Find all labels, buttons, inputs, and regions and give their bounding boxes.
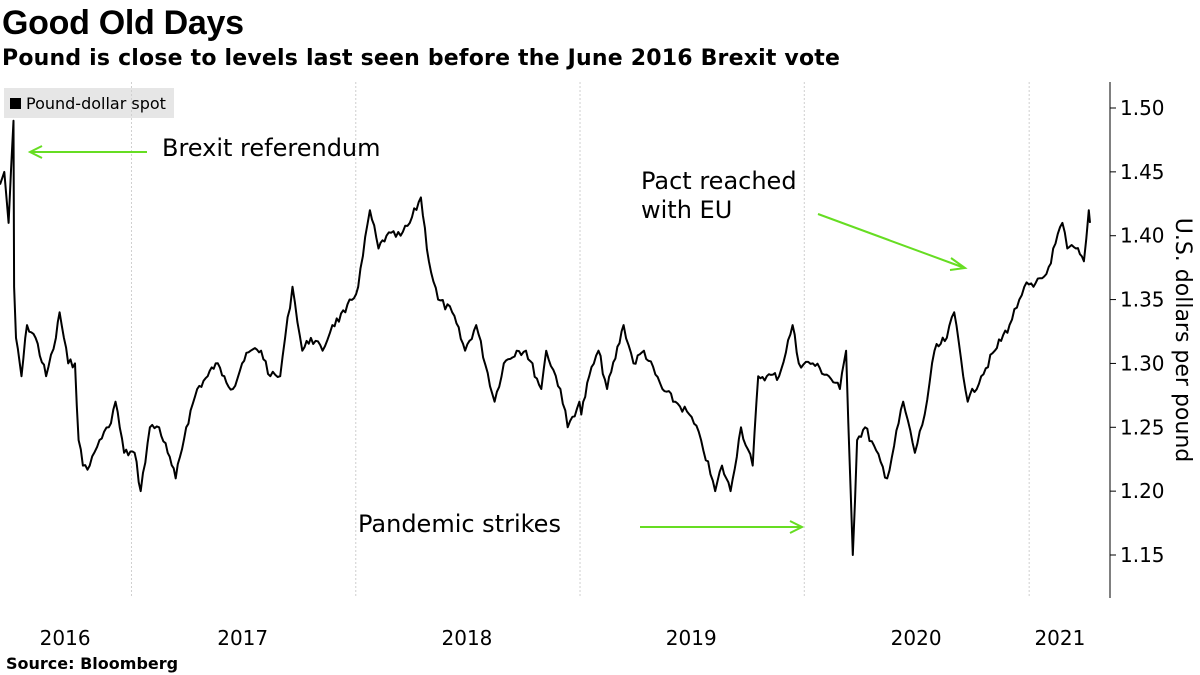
x-tick-label: 2017	[217, 626, 268, 650]
y-tick-label: 1.40	[1120, 224, 1165, 248]
y-tick-label: 1.20	[1120, 479, 1165, 503]
y-tick-label: 1.25	[1120, 415, 1165, 439]
x-tick-label: 2021	[1034, 626, 1085, 650]
chart-title: Good Old Days	[2, 4, 244, 42]
grid-lines	[130, 82, 1030, 598]
y-axis-label: U.S. dollars per pound	[1170, 218, 1195, 463]
y-tick-label: 1.50	[1120, 96, 1165, 120]
x-axis: 2016 2017 2018 2019 2020 2021	[40, 626, 1086, 650]
legend: Pound-dollar spot	[4, 88, 174, 118]
x-tick-label: 2018	[442, 626, 493, 650]
y-tick-label: 1.30	[1120, 351, 1165, 375]
annotation-pact-line2: with EU	[641, 196, 732, 224]
y-tick-label: 1.35	[1120, 288, 1165, 312]
y-tick-label: 1.45	[1120, 160, 1165, 184]
annotation-pandemic: Pandemic strikes	[358, 510, 805, 538]
legend-label: Pound-dollar spot	[26, 93, 166, 113]
x-tick-label: 2019	[666, 626, 717, 650]
annotation-brexit: Brexit referendum	[27, 134, 381, 162]
legend-swatch	[10, 97, 21, 109]
x-tick-label: 2020	[891, 626, 942, 650]
x-tick-label: 2016	[40, 626, 91, 650]
series-line-pound-dollar	[0, 119, 1091, 556]
source-note: Source: Bloomberg	[6, 654, 179, 673]
annotation-brexit-label: Brexit referendum	[162, 134, 381, 162]
y-axis: 1.15 1.20 1.25 1.30 1.35 1.40 1.45 1.50	[1109, 82, 1165, 598]
annotation-pact-line1: Pact reached	[641, 167, 797, 195]
annotation-pandemic-label: Pandemic strikes	[358, 510, 561, 538]
annotation-pact: Pact reached with EU	[641, 167, 968, 271]
y-tick-label: 1.15	[1120, 543, 1165, 567]
chart-subtitle: Pound is close to levels last seen befor…	[2, 46, 841, 71]
